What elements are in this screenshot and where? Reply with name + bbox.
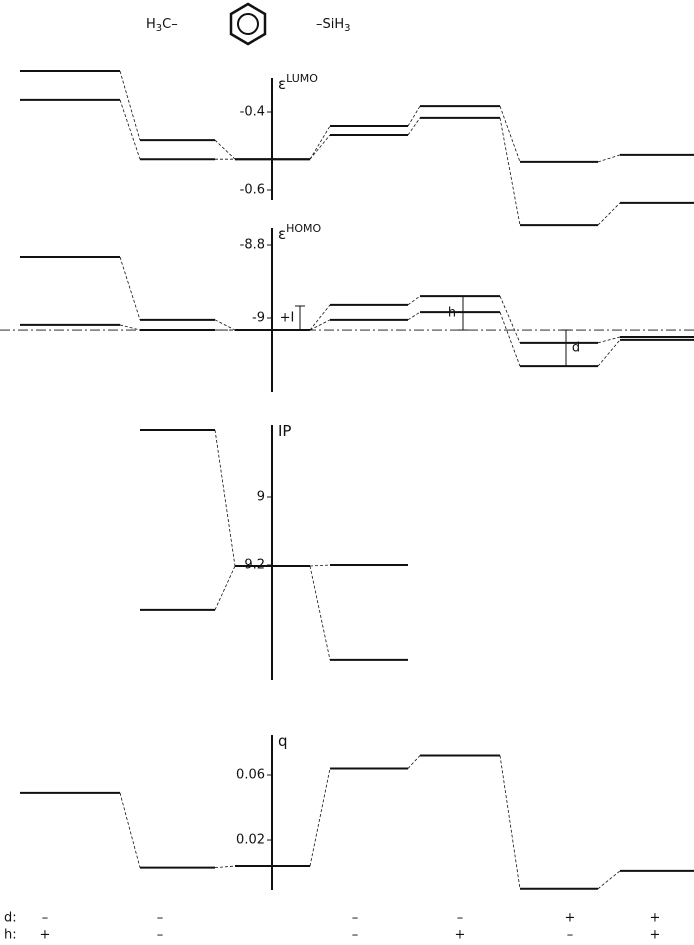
sign: –	[457, 911, 464, 926]
header-text: –SiH	[316, 17, 344, 32]
sign: –	[352, 928, 359, 943]
connector	[597, 154, 621, 163]
sign: –	[352, 911, 359, 926]
y-axis-label-sup: LUMO	[286, 72, 318, 85]
y-tick-label: 0.06	[236, 768, 265, 783]
connector	[499, 755, 521, 889]
connector	[407, 105, 421, 127]
connector	[597, 336, 621, 344]
annotation: +I	[280, 311, 295, 326]
connector	[214, 139, 236, 160]
y-tick-label: -9	[252, 311, 265, 326]
connector	[309, 565, 331, 660]
y-tick-label: -0.6	[240, 183, 265, 198]
connector	[309, 319, 331, 331]
connector	[214, 865, 236, 869]
sign: +	[565, 911, 576, 926]
connector	[119, 256, 141, 320]
sign: +	[40, 928, 51, 943]
row-label: d:	[4, 911, 17, 926]
header-sub: 3	[344, 23, 350, 34]
connector	[407, 311, 421, 321]
connector	[214, 319, 236, 331]
connector	[309, 564, 331, 567]
y-axis-label-text: ε	[278, 225, 286, 243]
connector	[119, 99, 141, 160]
header-sub: 3	[156, 23, 162, 34]
y-axis-label-text: IP	[278, 422, 291, 440]
header-right: –SiH3	[316, 17, 351, 35]
connector	[119, 324, 141, 331]
y-tick-label: -8.8	[240, 238, 265, 253]
connector	[309, 768, 331, 867]
y-axis-label: IP	[278, 422, 291, 440]
y-axis-label-sup: HOMO	[286, 222, 321, 235]
sign: –	[157, 928, 164, 943]
connector	[407, 117, 421, 136]
connector	[119, 792, 141, 868]
connector	[499, 117, 521, 226]
connector	[119, 70, 141, 141]
benzene-ring	[229, 2, 267, 46]
y-axis-label-text: q	[278, 732, 288, 750]
header-text: H	[146, 17, 156, 32]
sign: +	[455, 928, 466, 943]
connector	[309, 134, 331, 160]
connector	[214, 565, 236, 611]
connector	[407, 755, 421, 769]
sign: +	[650, 928, 661, 943]
connector	[597, 202, 621, 226]
y-axis-label: q	[278, 732, 288, 750]
sign: –	[567, 928, 574, 943]
connector	[407, 295, 421, 306]
sign: –	[157, 911, 164, 926]
row-label: h:	[4, 928, 17, 943]
y-axis-label: εLUMO	[278, 72, 318, 93]
annotation: d	[572, 341, 580, 356]
y-tick-label: 0.02	[236, 833, 265, 848]
header-left: H3C–	[146, 17, 178, 35]
connector	[499, 295, 521, 343]
y-axis-label-text: ε	[278, 75, 286, 93]
connector	[214, 429, 236, 567]
connector	[309, 304, 331, 331]
header-text: C–	[162, 17, 178, 32]
connector	[309, 125, 331, 160]
y-tick-label: 9	[257, 490, 265, 505]
connector	[597, 870, 621, 890]
benzene-circle	[237, 13, 259, 35]
y-axis-label: εHOMO	[278, 222, 322, 243]
sign: –	[42, 911, 49, 926]
connector	[597, 339, 621, 367]
y-tick-label: 9.2	[244, 558, 265, 573]
sign: +	[650, 911, 661, 926]
y-tick-label: -0.4	[240, 105, 265, 120]
